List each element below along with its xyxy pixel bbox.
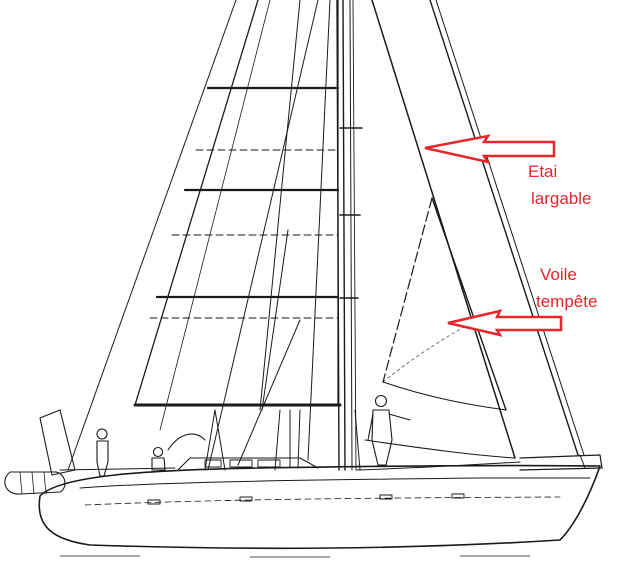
stern-gear <box>4 409 176 495</box>
arrow-left-icon <box>447 309 563 337</box>
arrow-left-icon <box>424 134 556 164</box>
hull <box>38 454 603 550</box>
boom-gear <box>204 409 301 471</box>
waterline <box>59 555 531 558</box>
stay-label-line2: largable <box>531 189 592 208</box>
mast <box>336 0 363 471</box>
stay-label-line1: Etai <box>528 162 558 181</box>
crew-figures <box>96 394 411 477</box>
genoa <box>354 409 521 471</box>
mainsail <box>133 0 342 431</box>
storm-sail-label-line1: Voile <box>540 265 577 284</box>
forestay <box>371 0 585 459</box>
storm-sail-label-line2: tempête <box>536 292 598 311</box>
deckhouse <box>167 433 319 471</box>
